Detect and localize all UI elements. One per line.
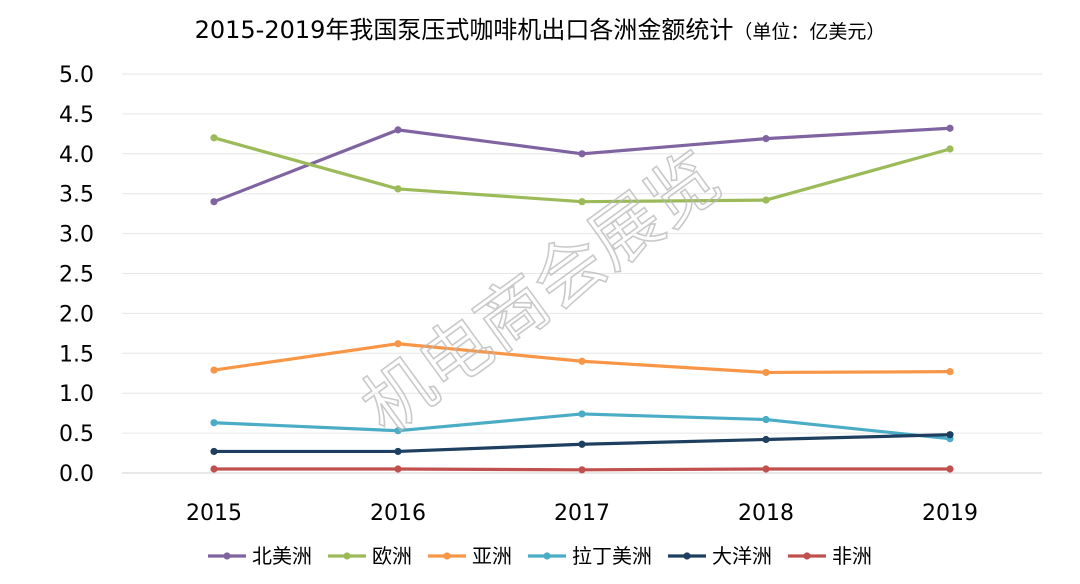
legend-label: 亚洲 [472,544,512,568]
x-tick-label: 2018 [738,501,794,526]
x-tick-label: 2019 [922,501,978,526]
series-line [212,136,952,204]
data-point [210,447,218,456]
y-tick-label: 1.0 [59,382,94,407]
data-point [210,465,218,473]
x-axis-ticks: 2015 2016 2017 2018 2019 [186,501,978,526]
data-point [394,465,402,473]
x-tick-label: 2016 [370,501,426,526]
data-point [578,198,586,206]
series-4 [210,431,954,456]
data-point [762,368,770,377]
data-point [762,196,770,204]
chart-title: 2015-2019年我国泵压式咖啡机出口各洲金额统计（单位：亿美元） [195,16,886,44]
y-axis-ticks: 0.0 0.5 1.0 1.5 2.0 2.5 3.0 3.5 4.0 4.5 5.0 [59,63,94,487]
y-tick-label: 4.0 [59,143,94,168]
series-1 [210,134,954,206]
data-point [394,185,402,193]
legend-label: 欧洲 [372,544,412,568]
legend-marker [343,552,351,560]
legend-marker [223,552,231,560]
data-point [578,410,586,418]
legend-marker [543,552,551,560]
series-0 [210,124,954,206]
chart-title-main: 2015-2019年我国泵压式咖啡机出口各洲金额统计 [195,16,734,44]
data-point [762,135,770,143]
y-tick-label: 2.0 [59,302,94,327]
y-tick-label: 3.0 [59,223,94,248]
series-2 [210,340,954,377]
legend-item: 拉丁美洲 [528,544,652,568]
legend-item: 北美洲 [208,544,312,568]
legend-item: 欧洲 [328,544,412,568]
legend-marker [803,552,811,560]
data-point [762,465,770,473]
y-tick-label: 2.5 [59,263,94,288]
data-point [946,368,954,376]
legend-label: 非洲 [832,544,872,568]
y-tick-label: 5.0 [59,63,94,88]
data-point [578,466,586,474]
data-point [578,357,586,365]
legend-item: 大洋洲 [668,544,772,568]
data-point [578,440,586,448]
x-tick-label: 2017 [554,501,610,526]
data-point [946,431,954,439]
watermark-text: 机电商会展览 [347,136,735,449]
series-5 [210,465,954,474]
data-point [210,419,218,427]
data-point [394,427,402,435]
data-point [394,126,402,134]
legend-marker [683,552,691,560]
legend-item: 亚洲 [428,544,512,568]
legend: 北美洲 欧洲 亚洲 拉丁美洲 大洋洲 非洲 [208,544,872,568]
data-point [394,340,402,348]
y-tick-label: 0.5 [59,422,94,447]
data-point [762,415,770,424]
data-point [946,124,954,132]
y-tick-label: 0.0 [59,462,94,487]
y-tick-label: 4.5 [59,103,94,128]
data-point [210,198,218,206]
data-point [394,447,402,456]
legend-label: 北美洲 [252,544,312,568]
legend-item: 非洲 [788,544,872,568]
chart-title-unit: （单位：亿美元） [733,21,885,43]
series-group [210,124,954,474]
data-point [210,366,218,374]
series-line [212,412,952,441]
data-point [946,145,954,153]
data-point [762,435,770,444]
legend-label: 拉丁美洲 [572,544,652,568]
y-tick-label: 3.5 [59,183,94,208]
data-point [210,134,218,142]
data-point [946,465,954,473]
x-tick-label: 2015 [186,501,242,526]
y-tick-label: 1.5 [59,342,94,367]
series-line [212,126,952,204]
legend-label: 大洋洲 [712,544,772,568]
data-point [578,150,586,158]
legend-marker [443,552,451,560]
